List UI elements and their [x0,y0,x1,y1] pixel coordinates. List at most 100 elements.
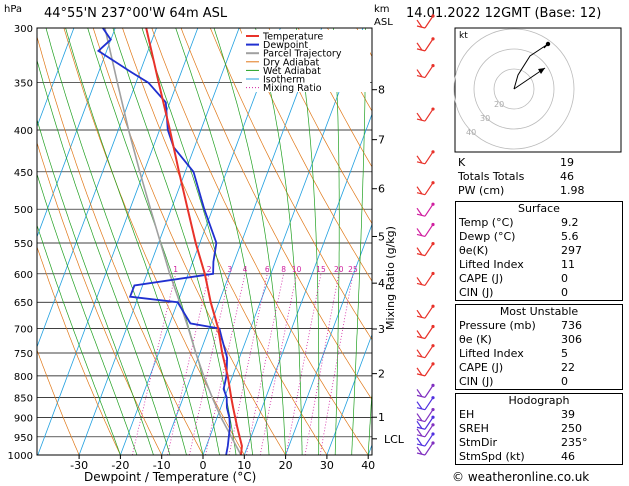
dry-adiabat-line [268,28,372,225]
dry-adiabat-line [297,28,372,168]
mixing-ratio-line [319,273,354,455]
hodograph-box [454,27,622,153]
wind-barb [416,423,435,438]
hodograph-ring [473,48,555,130]
wet-adiabat-line [65,28,204,455]
mixing-ratio-tick-label: 25 [348,265,358,274]
temp-tick-label: 20 [279,459,293,472]
surface-title: Surface [518,202,560,215]
temp-tick-label: 10 [237,459,251,472]
pressure-tick-label: 800 [14,372,33,383]
wind-barb [416,242,435,257]
dry-adiabat-line [37,35,204,455]
parcel-trajectory-line [104,28,242,455]
datetime-title: 14.01.2022 12GMT (Base: 12) [406,6,602,21]
mu-value: 5 [561,347,568,360]
pressure-tick-label: 600 [14,270,33,281]
surface-value: 297 [561,244,582,257]
pressure-tick-label: 550 [14,239,33,250]
wind-barb [416,181,435,196]
mu-key: θe (K) [459,333,492,346]
wet-adiabat-line [367,385,372,455]
copyright-footer[interactable]: © weatheronline.co.uk [452,470,590,484]
wind-barb [416,362,435,377]
isotherm-line [243,113,372,455]
isotherm-line [326,333,372,455]
temp-tick-label: -30 [70,459,88,472]
index-key: K [458,156,466,169]
isotherm-line [161,28,323,455]
mixing-ratio-line [285,273,322,455]
hodo-value: 235° [561,436,588,449]
x-axis-label: Dewpoint / Temperature (°C) [84,470,257,484]
mixing-ratio-line [131,273,177,455]
mixing-ratio-line [304,273,340,455]
wet-adiabat-line [87,28,220,455]
legend-entry: Dewpoint [263,40,308,51]
pressure-tick-label: 350 [14,79,33,90]
wind-barb [416,150,435,165]
legend-entry: Parcel Trajectory [263,49,342,60]
mu-value: 22 [561,361,575,374]
dry-adiabat-line [239,28,372,282]
dry-adiabat-line [37,349,80,455]
most-unstable-title: Most Unstable [499,305,579,318]
surface-panel: Surface Temp (°C) 9.2 Dewp (°C) 5.6 θe(K) 2… [455,201,623,301]
mixing-ratio-line [246,273,284,455]
hodograph-ring [493,68,535,110]
isotherm-line [37,28,75,128]
temp-tick-label: -20 [111,459,129,472]
hodo-value: 39 [561,408,575,421]
legend-box [242,30,370,92]
pressure-tick-label: 900 [14,414,33,425]
wet-adiabat-line [175,28,270,455]
hodograph-title: Hodograph [508,394,570,407]
km-tick-label: 4 [378,277,385,290]
wet-adiabat-line [37,173,138,455]
temp-tick-label: -10 [153,459,171,472]
wind-barb [416,202,435,217]
mu-value: 0 [561,375,568,388]
most-unstable-panel: Most Unstable Pressure (mb) 736 θe (K) 306… [455,304,623,390]
dry-adiabat-line [122,28,328,455]
surface-key: Temp (°C) [459,216,514,229]
mixing-ratio-line [228,273,268,455]
lcl-label: LCL [384,433,405,446]
wind-barb [416,37,435,52]
wind-barb [416,14,435,29]
km-tick-label: 2 [378,368,385,381]
temp-tick-label: 30 [320,459,334,472]
wet-adiabat-line [45,28,187,455]
hodo-value: 46 [561,450,575,463]
dry-adiabat-line [63,28,245,455]
wind-barb [416,415,435,430]
wind-barb [416,383,435,398]
legend-entry: Temperature [262,32,323,43]
wind-barb [416,396,435,411]
surface-value: 11 [561,258,575,271]
legend-entry: Wet Adiabat [263,66,321,77]
hodo-key: StmSpd (kt) [459,450,525,463]
temp-tick-label: 0 [200,459,207,472]
mixing-ratio-tick-label: 15 [316,265,326,274]
height-unit-label: km [374,4,390,15]
pressure-tick-label: 300 [14,24,33,35]
mixing-ratio-tick-label: 10 [292,265,302,274]
km-tick-label: 1 [378,411,385,424]
mixing-ratio-line [189,273,231,455]
pressure-tick-label: 450 [14,168,33,179]
hodograph-ring-label: 30 [480,114,490,123]
dry-adiabat-line [151,28,369,455]
dry-adiabat-line [180,28,372,401]
dewpoint-line [96,28,231,455]
hodograph-panel: Hodograph EH 39 SREH 250 StmDir 235° StmSpd… [455,393,623,465]
mixing-ratio-axis-label: Mixing Ratio (g/kg) [384,226,397,330]
surface-key: Lifted Index [459,258,524,271]
pressure-tick-label: 950 [14,433,33,444]
mixing-ratio-line [167,273,210,455]
mu-key: CIN (J) [459,375,494,388]
hodo-key: SREH [459,422,489,435]
wet-adiabat-line [333,28,340,455]
mu-value: 736 [561,319,582,332]
